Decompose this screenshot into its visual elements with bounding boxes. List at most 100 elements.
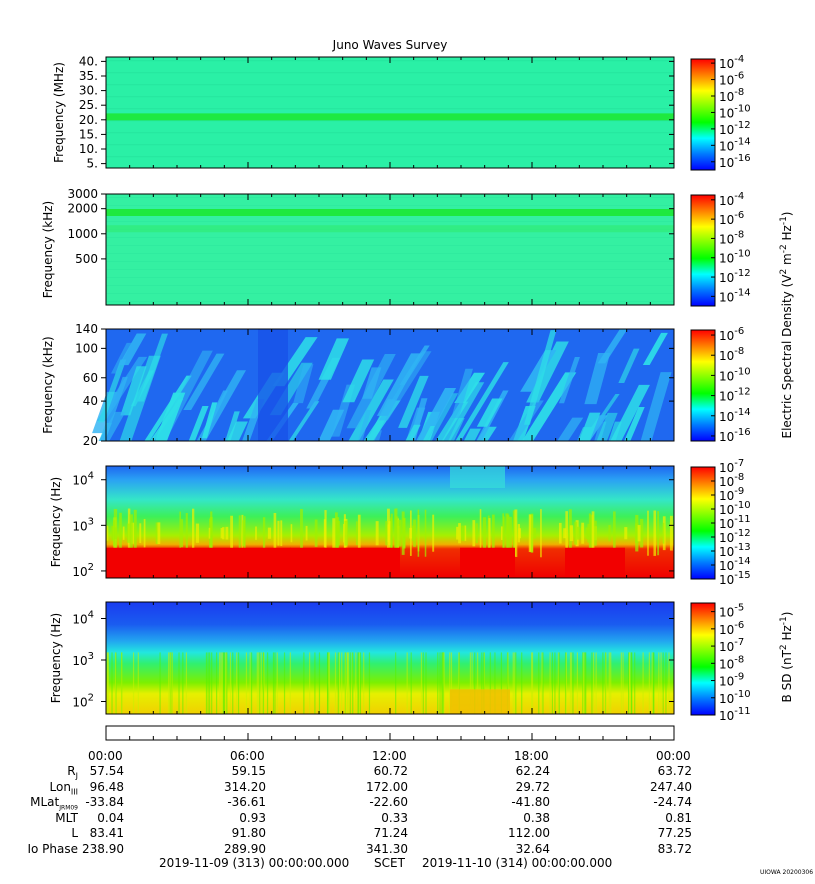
colorbar-tick-label: 10-8 xyxy=(719,654,744,671)
burst-line xyxy=(368,652,371,714)
burst-line xyxy=(139,523,142,544)
burst-line xyxy=(472,520,476,547)
burst-line xyxy=(542,652,544,714)
wave-streak xyxy=(398,375,429,428)
burst-line xyxy=(107,652,110,714)
burst-line xyxy=(629,652,631,714)
burst-line xyxy=(344,520,348,546)
wave-streak xyxy=(362,367,382,399)
burst-line xyxy=(236,652,238,714)
y-tick-label: 35. xyxy=(79,69,98,83)
colorbar-tick-label: 10-7 xyxy=(719,637,744,654)
ephemeris-value: 59.15 xyxy=(231,764,266,778)
burst-line xyxy=(272,652,275,714)
burst-line xyxy=(475,523,478,544)
colorbar-tick-label: 10-5 xyxy=(719,603,744,620)
burst-line xyxy=(283,652,286,714)
burst-line xyxy=(637,525,641,542)
burst-line xyxy=(191,508,195,558)
burst-line xyxy=(137,652,139,714)
burst-line xyxy=(662,652,664,714)
burst-line xyxy=(585,527,589,539)
burst-line xyxy=(122,526,125,540)
ephemeris-value: 314.20 xyxy=(224,779,266,794)
ephemeris-value: 32.64 xyxy=(515,841,550,856)
wave-streak xyxy=(597,329,628,364)
burst-line xyxy=(406,652,408,714)
burst-line xyxy=(357,514,361,552)
wave-streak xyxy=(416,387,457,441)
burst-line xyxy=(359,652,362,714)
ephemeris-value: 341.30 xyxy=(366,841,408,856)
burst-line xyxy=(488,518,491,549)
burst-line xyxy=(450,652,453,714)
y-tick-label: 102 xyxy=(72,562,94,579)
time-axis-strip xyxy=(105,725,675,741)
colorbar-tick-label: 10-12 xyxy=(719,387,751,404)
burst-line xyxy=(238,515,241,552)
burst-line xyxy=(420,652,423,714)
burst-line xyxy=(481,652,483,714)
burst-line xyxy=(424,509,427,557)
burst-line xyxy=(249,652,251,714)
burst-line xyxy=(572,652,574,714)
burst-line xyxy=(395,652,397,714)
colorbar-tick-label: 10-16 xyxy=(719,427,751,444)
burst-line xyxy=(584,652,586,714)
burst-line xyxy=(622,652,624,714)
colorbar-tick-label: 10-12 xyxy=(719,268,751,285)
ephemeris-value: 0.93 xyxy=(239,810,266,825)
burst-line xyxy=(220,652,222,714)
burst-line xyxy=(564,652,567,714)
burst-line xyxy=(620,652,622,714)
burst-line xyxy=(413,519,416,547)
scet-start: 2019-11-09 (313) 00:00:00.000 xyxy=(159,856,350,870)
wave-streak xyxy=(584,352,611,405)
burst-line xyxy=(179,511,181,555)
noise-line xyxy=(106,285,674,286)
burst-line xyxy=(357,652,359,714)
noise-line xyxy=(106,205,674,206)
noise-line xyxy=(106,221,674,222)
burst-line xyxy=(512,652,514,714)
burst-line xyxy=(595,652,597,714)
burst-line xyxy=(262,652,264,714)
burst-line xyxy=(129,514,133,553)
colorbars: 10-410-610-810-1010-1210-1410-1610-410-6… xyxy=(690,54,751,723)
burst-line xyxy=(456,526,459,540)
burst-line xyxy=(634,652,636,714)
burst-line xyxy=(256,652,258,714)
burst-line xyxy=(169,652,171,714)
colorbar-tick-label: 10-8 xyxy=(719,229,744,246)
colorbar-tick-label: 10-8 xyxy=(719,87,744,104)
burst-line xyxy=(300,508,303,558)
burst-line xyxy=(245,652,248,714)
burst-line xyxy=(230,515,234,551)
quiet-interval xyxy=(258,329,288,441)
burst-line xyxy=(458,523,461,544)
burst-line xyxy=(565,511,568,556)
burst-line xyxy=(502,513,505,554)
wave-streak xyxy=(357,410,371,441)
wave-streak xyxy=(376,353,423,416)
burst-line xyxy=(592,652,595,714)
burst-line xyxy=(512,510,516,556)
burst-line xyxy=(347,652,350,714)
colorbar-tick-label: 10-6 xyxy=(719,71,744,88)
wave-streak xyxy=(405,424,421,442)
burst-line xyxy=(106,652,108,714)
burst-line xyxy=(262,517,266,550)
burst-line xyxy=(531,652,534,714)
wave-streak xyxy=(318,338,350,380)
colorbar-gradient xyxy=(690,194,716,307)
burst-line xyxy=(358,652,360,714)
burst-line xyxy=(195,523,200,543)
burst-line xyxy=(225,652,227,714)
burst-line xyxy=(582,652,584,714)
burst-line xyxy=(209,516,213,550)
colorbar-tick-label: 10-9 xyxy=(719,672,744,689)
y-tick-label: 10. xyxy=(79,142,98,156)
y-tick-label: 103 xyxy=(72,651,94,668)
burst-line xyxy=(267,527,272,539)
